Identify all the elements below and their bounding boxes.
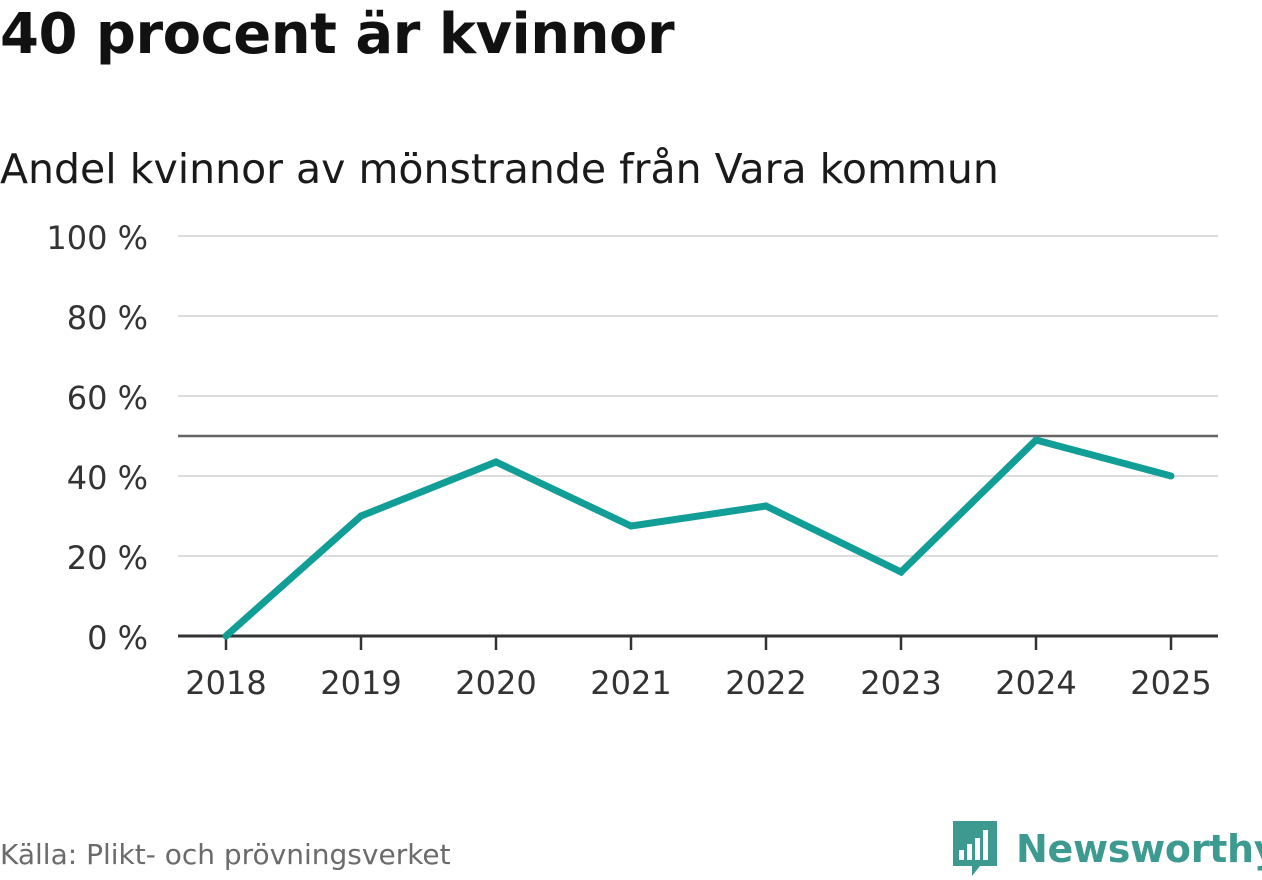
x-tick-label: 2019 [320, 664, 401, 702]
chart-title: 40 procent är kvinnor [0, 2, 675, 67]
x-tick-label: 2024 [995, 664, 1076, 702]
data-point-2021 [627, 522, 635, 530]
brand-name: Newsworthy [1016, 827, 1262, 871]
x-tick-label: 2025 [1130, 664, 1211, 702]
y-tick-label: 20 % [67, 539, 148, 577]
data-point-2023 [897, 568, 905, 576]
y-tick-label: 40 % [67, 459, 148, 497]
y-tick-label: 80 % [67, 299, 148, 337]
y-tick-label: 100 % [46, 219, 148, 257]
x-tick-label: 2022 [725, 664, 806, 702]
data-point-2022 [762, 502, 770, 510]
y-tick-label: 60 % [67, 379, 148, 417]
source-note: Källa: Plikt- och prövningsverket [0, 838, 451, 871]
brand-logo: Newsworthy [950, 818, 1262, 880]
y-tick-label: 0 % [87, 619, 148, 657]
data-point-2019 [357, 512, 365, 520]
data-point-2020 [492, 458, 500, 466]
data-point-2024 [1032, 436, 1040, 444]
chart-subtitle: Andel kvinnor av mönstrande från Vara ko… [0, 145, 999, 193]
data-point-2025 [1167, 472, 1175, 480]
x-tick-label: 2021 [590, 664, 671, 702]
x-tick-label: 2018 [185, 664, 266, 702]
x-tick-label: 2023 [860, 664, 941, 702]
x-tick-label: 2020 [455, 664, 536, 702]
series-line-0 [223, 436, 1172, 639]
data-point-2018 [222, 632, 230, 640]
bar-chart-speech-bubble-icon [953, 821, 997, 876]
